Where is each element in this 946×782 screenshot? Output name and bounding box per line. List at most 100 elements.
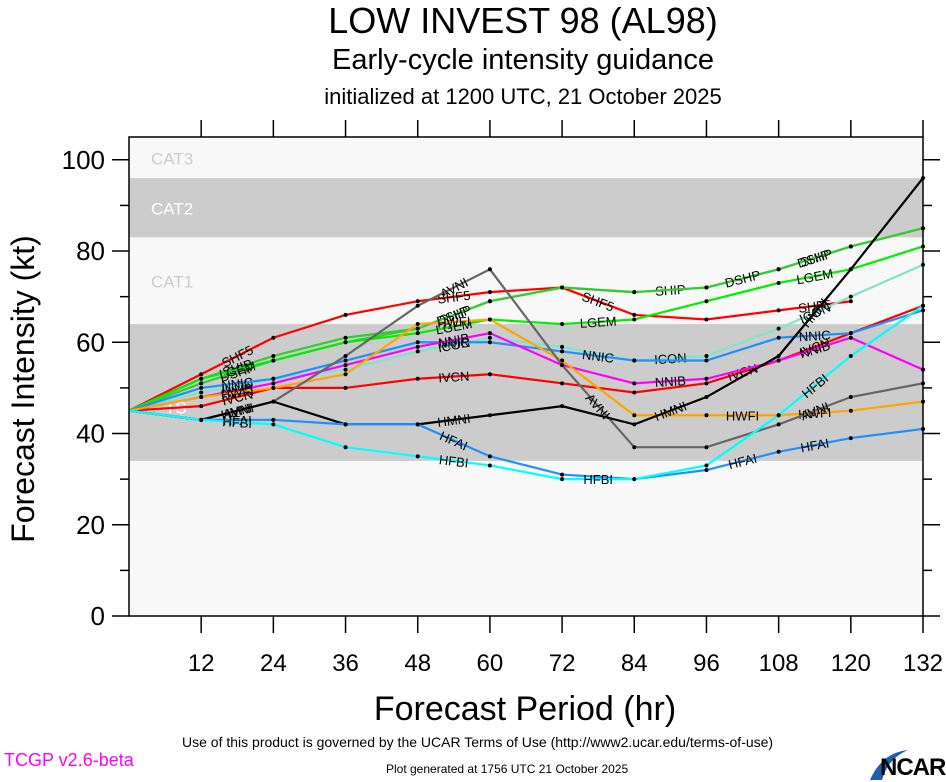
data-point (343, 445, 348, 450)
data-point (271, 417, 276, 422)
data-point (632, 422, 637, 427)
data-point (560, 285, 565, 290)
data-point (560, 477, 565, 482)
axes: 12 24 36 48 60 72 84 96 108 120 132 0 20 40 60 80 100 (62, 120, 943, 677)
data-point (487, 340, 492, 345)
series-label: HFBI (438, 452, 469, 471)
x-tick-label: 84 (621, 650, 648, 677)
x-tick-label: 24 (260, 650, 287, 677)
series-label: HFBI (222, 414, 253, 431)
x-tick-label: 72 (549, 650, 576, 677)
data-point (848, 353, 853, 358)
data-point (271, 399, 276, 404)
data-point (704, 285, 709, 290)
data-point (199, 381, 204, 386)
series-label: NNIC (798, 327, 831, 344)
data-point (343, 353, 348, 358)
x-tick-label: 96 (693, 650, 720, 677)
y-tick-label: 40 (76, 419, 105, 449)
data-point (848, 395, 853, 400)
band-label-cat2: CAT2 (151, 200, 193, 219)
data-point (487, 372, 492, 377)
y-tick-label: 100 (62, 145, 105, 175)
data-point (776, 358, 781, 363)
y-tick-label: 0 (91, 601, 105, 631)
data-point (487, 413, 492, 418)
x-tick-label: 48 (404, 650, 431, 677)
data-point (776, 326, 781, 331)
data-point (632, 445, 637, 450)
series-line-nnic (128, 309, 924, 412)
data-point (487, 299, 492, 304)
series-line-hfbi (128, 304, 924, 481)
data-point (487, 463, 492, 468)
data-point (487, 454, 492, 459)
data-point (632, 390, 637, 395)
y-tick-label: 60 (76, 327, 105, 357)
x-tick-label: 132 (903, 650, 943, 677)
series-line-hfai (128, 409, 924, 481)
data-point (487, 335, 492, 340)
data-point (415, 422, 420, 427)
x-tick-label: 12 (188, 650, 215, 677)
series-line-hmni (128, 177, 924, 426)
data-point (487, 331, 492, 336)
data-point (848, 294, 853, 299)
data-point (199, 372, 204, 377)
data-point (199, 404, 204, 409)
data-point (704, 463, 709, 468)
data-point (776, 267, 781, 272)
data-point (848, 244, 853, 249)
data-point (848, 436, 853, 441)
x-tick-label: 108 (759, 650, 799, 677)
data-point (415, 331, 420, 336)
data-point (199, 385, 204, 390)
data-point (704, 413, 709, 418)
data-point (848, 299, 853, 304)
data-point (776, 413, 781, 418)
band-label-cat3: CAT3 (151, 150, 193, 169)
series-label: HWFI (726, 408, 759, 423)
data-point (704, 468, 709, 473)
data-point (704, 317, 709, 322)
band-label-cat1: CAT1 (151, 273, 193, 292)
data-point (199, 395, 204, 400)
band-cat3 (129, 137, 923, 179)
data-point (848, 267, 853, 272)
series-hwfi: HWFI HWFI HWFI HWFI (128, 314, 925, 423)
data-point (848, 331, 853, 336)
series-label: HWFI (437, 314, 471, 331)
series-label: HFAI (223, 413, 252, 428)
data-point (271, 353, 276, 358)
data-point (199, 376, 204, 381)
data-point (415, 344, 420, 349)
data-point (271, 358, 276, 363)
chart-subtitle: Early-cycle intensity guidance (331, 44, 714, 76)
band-cat2 (129, 178, 923, 238)
data-point (343, 312, 348, 317)
data-point (704, 299, 709, 304)
x-tick-label: 120 (831, 650, 871, 677)
data-point (271, 381, 276, 386)
data-point (704, 445, 709, 450)
data-point (632, 477, 637, 482)
data-point (704, 376, 709, 381)
data-point (415, 322, 420, 327)
data-point (487, 267, 492, 272)
x-tick-label: 60 (477, 650, 504, 677)
ncar-logo-swoosh (870, 750, 908, 780)
data-point (199, 390, 204, 395)
data-point (415, 299, 420, 304)
data-point (343, 385, 348, 390)
series-label: NNIC (581, 347, 614, 366)
data-point (848, 408, 853, 413)
plot-generated-text: Plot generated at 1756 UTC 21 October 20… (386, 762, 629, 776)
chart-init-time: initialized at 1200 UTC, 21 October 2025 (324, 84, 722, 109)
data-point (632, 290, 637, 295)
ncar-logo-text: NCAR (880, 754, 946, 781)
